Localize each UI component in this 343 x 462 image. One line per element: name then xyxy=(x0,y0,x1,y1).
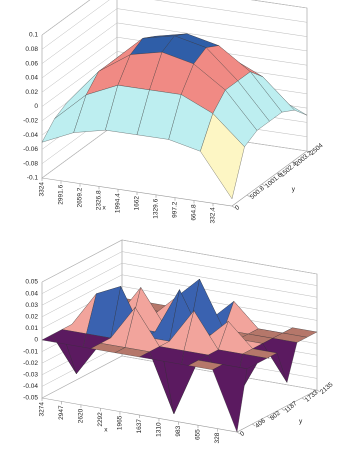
z-tick-label: 0.06 xyxy=(25,60,38,67)
y-axis-label: y xyxy=(299,418,303,425)
z-tick-label: -0.02 xyxy=(23,360,38,367)
y-tick xyxy=(281,408,285,411)
z-tick-label: 0 xyxy=(34,337,38,344)
y-tick-label: 2135 xyxy=(319,381,335,396)
x-tick-label: 664.8 xyxy=(191,204,198,221)
grid-line xyxy=(41,251,318,294)
x-tick-label: 1329.6 xyxy=(153,198,160,218)
surface-chart: 0.05 0.04 0.03 0.02 0.01 0 -0.01 -0.02 -0.03 -0.0… xyxy=(23,239,335,443)
surface-patch xyxy=(262,338,298,383)
x-tick-label: 655 xyxy=(195,429,202,440)
x-tick-label: 2947 xyxy=(58,405,65,420)
x-tick-label: 1965 xyxy=(117,415,124,430)
x-tick-label: 1994.4 xyxy=(115,193,122,213)
x-tick-label: 328 xyxy=(214,432,221,443)
y-tick-label: 802 xyxy=(269,409,282,422)
x-tick-label: 2326.8 xyxy=(96,190,103,210)
y-tick-label: 1733 xyxy=(304,389,320,404)
z-tick-label: 0.08 xyxy=(25,46,38,53)
z-tick-label: 0.02 xyxy=(25,314,38,321)
y-tick xyxy=(276,172,281,176)
x-tick-label: 1310 xyxy=(156,422,163,437)
y-tick-label: 0 xyxy=(234,204,242,212)
grid-line xyxy=(41,262,318,306)
y-tick-label: 2504 xyxy=(309,142,325,157)
z-tick-label: -0.1 xyxy=(27,175,39,182)
grid-line xyxy=(41,0,308,50)
x-axis-label: x xyxy=(104,427,108,434)
grid-line xyxy=(41,274,318,318)
y-tick-label: 0 xyxy=(239,430,247,438)
grid-line xyxy=(41,22,308,79)
x-tick-label: 2659.2 xyxy=(77,187,84,207)
x-tick-label: 1662 xyxy=(134,196,141,211)
z-tick-label: 0.1 xyxy=(29,32,38,39)
grid-line xyxy=(41,8,308,64)
grid-line xyxy=(41,239,318,283)
x-tick-label: 3274 xyxy=(39,402,46,417)
y-tick xyxy=(316,389,321,393)
grid-line xyxy=(41,0,308,36)
y-tick xyxy=(261,183,266,187)
z-tick-label: -0.05 xyxy=(23,395,38,402)
surface-patch xyxy=(200,113,245,200)
x-tick-label: 332.4 xyxy=(210,207,217,224)
z-tick-label: 0.01 xyxy=(25,325,38,332)
z-tick-label: 0.02 xyxy=(25,89,38,96)
z-tick-label: -0.02 xyxy=(23,118,38,125)
y-tick xyxy=(291,161,296,165)
x-tick-label: 3324 xyxy=(39,182,46,197)
x-axis-label: x xyxy=(103,205,107,212)
x-tick-label: 2620 xyxy=(78,408,85,423)
y-tick xyxy=(252,423,256,427)
z-tick-label: 0.04 xyxy=(25,290,38,297)
y-tick xyxy=(236,431,241,435)
y-tick xyxy=(266,415,271,419)
z-tick-label: -0.04 xyxy=(23,383,38,390)
y-tick-label: 1187 xyxy=(283,400,299,415)
y-tick-label: 406 xyxy=(254,417,267,430)
grid-line xyxy=(41,36,308,93)
surface-patch xyxy=(163,359,199,415)
z-tick-label: 0 xyxy=(34,103,38,110)
z-tick-label: 0.03 xyxy=(25,302,38,309)
y-tick xyxy=(246,194,251,198)
surface-chart: 0.1 0.08 0.06 0.04 0.02 0 -0.02 -0.04 -0.06 -0.08… xyxy=(23,0,325,223)
z-tick-label: -0.06 xyxy=(23,146,38,153)
x-tick-label: 2991.6 xyxy=(58,184,65,204)
y-tick xyxy=(231,205,236,209)
y-tick-label: 500.8 xyxy=(249,185,266,201)
y-axis-label: y xyxy=(292,186,296,193)
surface-patch xyxy=(212,364,248,433)
grid-line xyxy=(41,286,318,329)
z-tick-label: -0.01 xyxy=(23,348,38,355)
z-tick-label: 0.05 xyxy=(25,279,38,286)
x-tick-label: 997.2 xyxy=(172,201,179,218)
z-tick-label: -0.03 xyxy=(23,372,38,379)
x-tick-label: 983 xyxy=(175,425,182,436)
y-tick xyxy=(301,397,306,401)
z-tick-label: 0.04 xyxy=(25,75,38,82)
x-tick-label: 1637 xyxy=(136,419,143,434)
x-tick-label: 2292 xyxy=(97,412,104,427)
z-tick-label: -0.08 xyxy=(23,160,38,167)
grid-line xyxy=(41,355,318,399)
z-tick-label: -0.04 xyxy=(23,132,38,139)
y-tick xyxy=(306,150,311,154)
